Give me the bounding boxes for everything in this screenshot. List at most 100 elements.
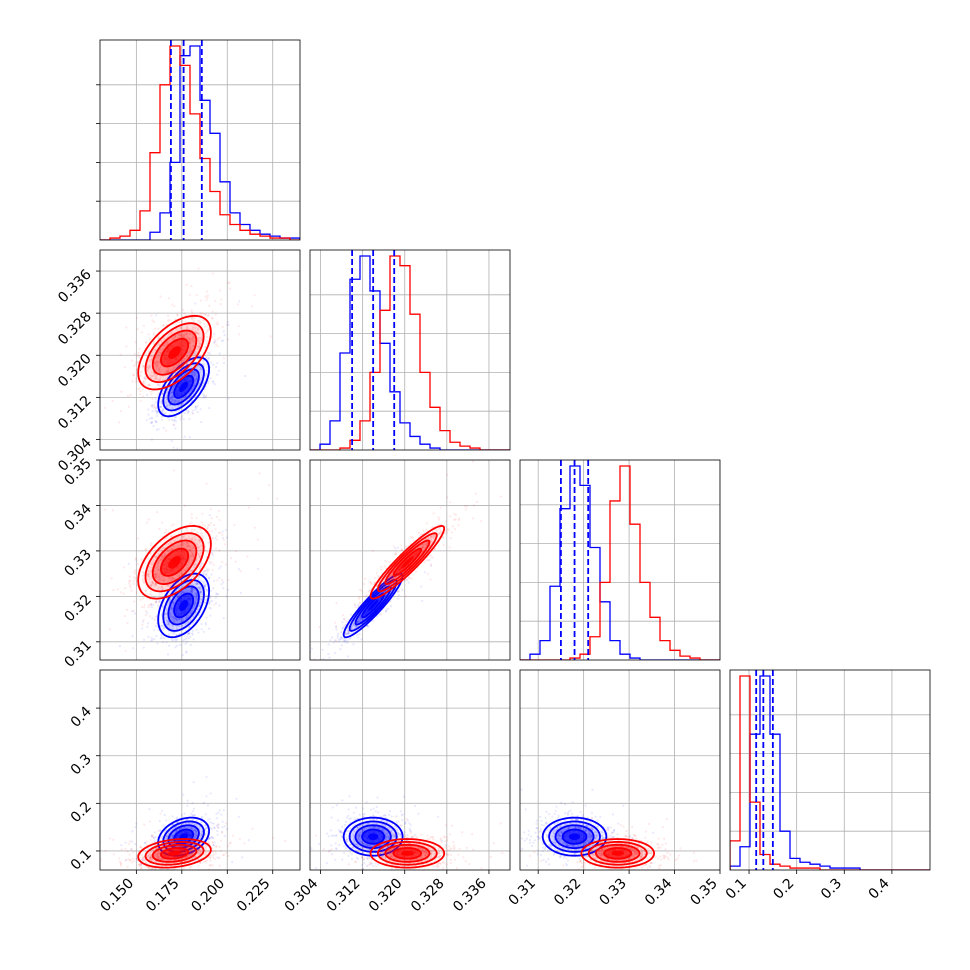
scatter-point <box>225 323 228 326</box>
scatter-point <box>185 537 188 541</box>
scatter-point <box>161 586 164 590</box>
scatter-point <box>227 338 230 341</box>
scatter-point <box>136 537 140 540</box>
scatter-point <box>195 582 199 585</box>
scatter-point <box>189 612 192 615</box>
scatter-point <box>346 639 349 642</box>
scatter-point <box>155 624 158 628</box>
scatter-point <box>421 549 424 552</box>
scatter-point <box>475 500 479 504</box>
scatter-point <box>142 646 145 649</box>
scatter-point <box>149 570 152 573</box>
scatter-point <box>173 638 177 641</box>
scatter-point <box>196 543 199 546</box>
scatter-point <box>159 405 162 408</box>
scatter-point <box>182 584 185 587</box>
scatter-point <box>190 610 193 613</box>
scatter-point <box>160 558 163 562</box>
scatter-point <box>200 628 203 631</box>
scatter-point <box>168 333 171 336</box>
scatter-point <box>199 591 202 594</box>
scatter-point <box>182 359 185 362</box>
scatter-point <box>160 625 163 628</box>
scatter-point <box>228 287 231 290</box>
scatter-point <box>191 590 194 593</box>
scatter-point <box>346 628 349 631</box>
scatter-point <box>191 371 194 374</box>
scatter-point <box>215 593 218 596</box>
scatter-point <box>256 567 260 570</box>
scatter-point <box>331 636 334 639</box>
scatter-point <box>165 341 168 344</box>
scatter-point <box>165 401 168 405</box>
scatter-point <box>198 589 202 592</box>
scatter-point <box>132 647 135 650</box>
scatter-point <box>159 634 163 637</box>
scatter-point <box>176 364 179 367</box>
scatter-point <box>128 579 131 583</box>
scatter-point <box>253 294 256 297</box>
scatter-point <box>350 613 353 616</box>
scatter-point <box>176 619 179 622</box>
scatter-point <box>145 352 148 355</box>
scatter-point <box>192 372 195 375</box>
scatter-point <box>215 322 218 326</box>
scatter-point <box>309 661 311 663</box>
scatter-point <box>175 618 178 621</box>
scatter-point <box>390 574 393 577</box>
scatter-point <box>175 398 178 401</box>
scatter-point <box>216 345 219 348</box>
scatter-point <box>201 532 204 535</box>
scatter-point <box>176 447 179 450</box>
scatter-point <box>194 408 197 411</box>
scatter-point <box>197 365 200 368</box>
scatter-point <box>146 574 149 577</box>
scatter-point <box>218 604 221 607</box>
scatter-point <box>189 555 192 558</box>
scatter-point <box>195 593 198 597</box>
scatter-point <box>174 616 177 619</box>
scatter-point <box>352 624 355 627</box>
scatter-point <box>147 572 150 576</box>
scatter-point <box>340 644 343 647</box>
scatter-point <box>410 577 413 580</box>
scatter-point <box>122 592 125 595</box>
scatter-point <box>329 639 332 642</box>
scatter-point <box>188 611 191 615</box>
scatter-point <box>150 404 153 408</box>
scatter-point <box>155 375 158 378</box>
scatter-point <box>155 545 158 548</box>
scatter-point <box>139 371 142 375</box>
scatter-point <box>221 533 224 536</box>
scatter-point <box>440 531 443 534</box>
scatter-point <box>170 368 173 371</box>
scatter-point <box>183 577 186 580</box>
scatter-point <box>178 332 181 335</box>
scatter-point <box>143 603 146 607</box>
scatter-point <box>144 341 148 344</box>
scatter-point <box>141 623 144 626</box>
scatter-point <box>209 614 212 617</box>
scatter-point <box>171 407 175 410</box>
scatter-point <box>160 548 163 551</box>
scatter-point <box>198 319 201 322</box>
scatter-point <box>104 508 107 511</box>
scatter-point <box>187 614 190 617</box>
scatter-point <box>180 591 183 594</box>
scatter-point <box>201 358 204 361</box>
scatter-point <box>310 647 314 650</box>
scatter-point <box>167 621 170 624</box>
scatter-point <box>190 591 193 594</box>
scatter-point <box>341 626 344 629</box>
scatter-point <box>128 582 131 585</box>
scatter-point <box>227 282 230 285</box>
scatter-point <box>162 626 165 630</box>
scatter-point <box>179 591 182 594</box>
scatter-point <box>189 390 192 393</box>
scatter-point <box>169 549 172 552</box>
scatter-point <box>176 644 179 647</box>
scatter-point <box>169 606 173 609</box>
scatter-point <box>170 577 173 580</box>
scatter-point <box>196 332 200 335</box>
scatter-point <box>151 581 154 584</box>
